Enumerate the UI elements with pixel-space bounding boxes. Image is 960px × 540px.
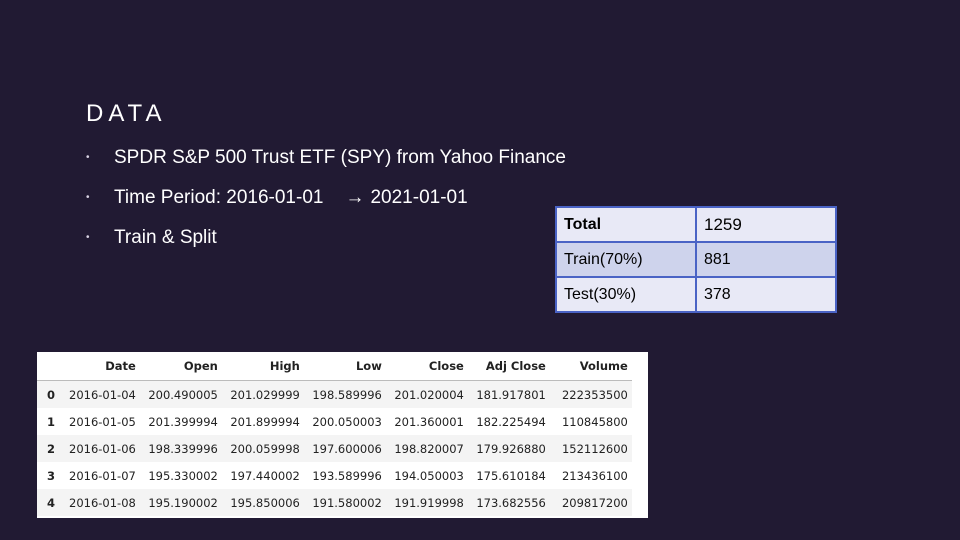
bullet-text-end-date: 2021-01-01	[370, 187, 468, 208]
column-header-adj-close: Adj Close	[467, 352, 550, 381]
cell-high: 195.850006	[230, 495, 300, 510]
row-label: Test(30%)	[555, 276, 697, 313]
cell-adj-close: 173.682556	[476, 495, 546, 510]
cell-date: 2016-01-07	[69, 468, 136, 483]
table-row: 0 2016-01-04 200.490005 201.029999 198.5…	[37, 380, 632, 408]
cell-adj-close: 175.610184	[476, 468, 546, 483]
cell-date: 2016-01-06	[69, 441, 136, 456]
bullet-item-time-period: • Time Period: 2016-01-01 → 2021-01-01	[86, 186, 566, 226]
cell-volume: 213436100	[561, 468, 628, 483]
header-row: Date Open High Low Close Adj Close Volum…	[37, 352, 632, 381]
cell-open: 200.490005	[148, 387, 218, 402]
column-header-close: Close	[385, 352, 468, 381]
cell-adj-close: 182.225494	[476, 414, 546, 429]
cell-close: 201.360001	[394, 414, 464, 429]
column-header-open: Open	[139, 352, 222, 381]
cell-volume: 222353500	[561, 387, 628, 402]
dataframe-table: Date Open High Low Close Adj Close Volum…	[37, 352, 632, 516]
row-index: 4	[46, 495, 55, 510]
bullet-text: Time Period: 2016-01-01	[114, 187, 324, 208]
table-row: Train(70%) 881	[555, 241, 837, 278]
row-index: 1	[46, 414, 55, 429]
column-header-date: Date	[65, 352, 140, 381]
cell-open: 195.190002	[148, 495, 218, 510]
table-row: Total 1259	[555, 206, 837, 243]
table-row: Test(30%) 378	[555, 276, 837, 313]
table-row: 3 2016-01-07 195.330002 197.440002 193.5…	[37, 462, 632, 489]
dataframe-preview: Date Open High Low Close Adj Close Volum…	[37, 352, 648, 518]
bullet-item-train-split: • Train & Split	[86, 226, 566, 266]
row-index: 3	[46, 468, 55, 483]
bullet-marker: •	[86, 192, 90, 203]
cell-high: 201.899994	[230, 414, 300, 429]
cell-low: 198.589996	[312, 387, 382, 402]
row-label: Train(70%)	[555, 241, 697, 278]
bullet-item-source: • SPDR S&P 500 Trust ETF (SPY) from Yaho…	[86, 146, 566, 186]
cell-low: 191.580002	[312, 495, 382, 510]
column-header-volume: Volume	[549, 352, 632, 381]
cell-volume: 152112600	[561, 441, 628, 456]
table-row: 1 2016-01-05 201.399994 201.899994 200.0…	[37, 408, 632, 435]
cell-close: 201.020004	[394, 387, 464, 402]
cell-open: 201.399994	[148, 414, 218, 429]
column-header-low: Low	[303, 352, 386, 381]
cell-high: 200.059998	[230, 441, 300, 456]
bullet-list: • SPDR S&P 500 Trust ETF (SPY) from Yaho…	[86, 146, 566, 266]
cell-open: 195.330002	[148, 468, 218, 483]
bullet-marker: •	[86, 152, 90, 163]
row-index: 0	[46, 387, 55, 402]
cell-low: 197.600006	[312, 441, 382, 456]
cell-low: 200.050003	[312, 414, 382, 429]
cell-close: 198.820007	[394, 441, 464, 456]
row-label: Total	[555, 206, 697, 243]
table-row: 2 2016-01-06 198.339996 200.059998 197.6…	[37, 435, 632, 462]
cell-adj-close: 181.917801	[476, 387, 546, 402]
cell-adj-close: 179.926880	[476, 441, 546, 456]
row-value: 881	[695, 241, 837, 278]
train-test-split-table: Total 1259 Train(70%) 881 Test(30%) 378	[555, 206, 837, 313]
cell-close: 194.050003	[394, 468, 464, 483]
row-value: 1259	[695, 206, 837, 243]
arrow-right-icon: →	[345, 187, 365, 208]
cell-low: 193.589996	[312, 468, 382, 483]
cell-high: 197.440002	[230, 468, 300, 483]
cell-volume: 209817200	[561, 495, 628, 510]
table-row: 4 2016-01-08 195.190002 195.850006 191.5…	[37, 489, 632, 516]
cell-high: 201.029999	[230, 387, 300, 402]
bullet-text: Train & Split	[114, 227, 217, 248]
row-value: 378	[695, 276, 837, 313]
cell-volume: 110845800	[561, 414, 628, 429]
row-index: 2	[46, 441, 55, 456]
cell-date: 2016-01-05	[69, 414, 136, 429]
cell-open: 198.339996	[148, 441, 218, 456]
cell-date: 2016-01-04	[69, 387, 136, 402]
slide-title: DATA	[86, 100, 167, 128]
cell-date: 2016-01-08	[69, 495, 136, 510]
bullet-text: SPDR S&P 500 Trust ETF (SPY) from Yahoo …	[114, 147, 566, 168]
column-header-index	[37, 352, 65, 381]
bullet-marker: •	[86, 232, 90, 243]
cell-close: 191.919998	[394, 495, 464, 510]
column-header-high: High	[221, 352, 304, 381]
